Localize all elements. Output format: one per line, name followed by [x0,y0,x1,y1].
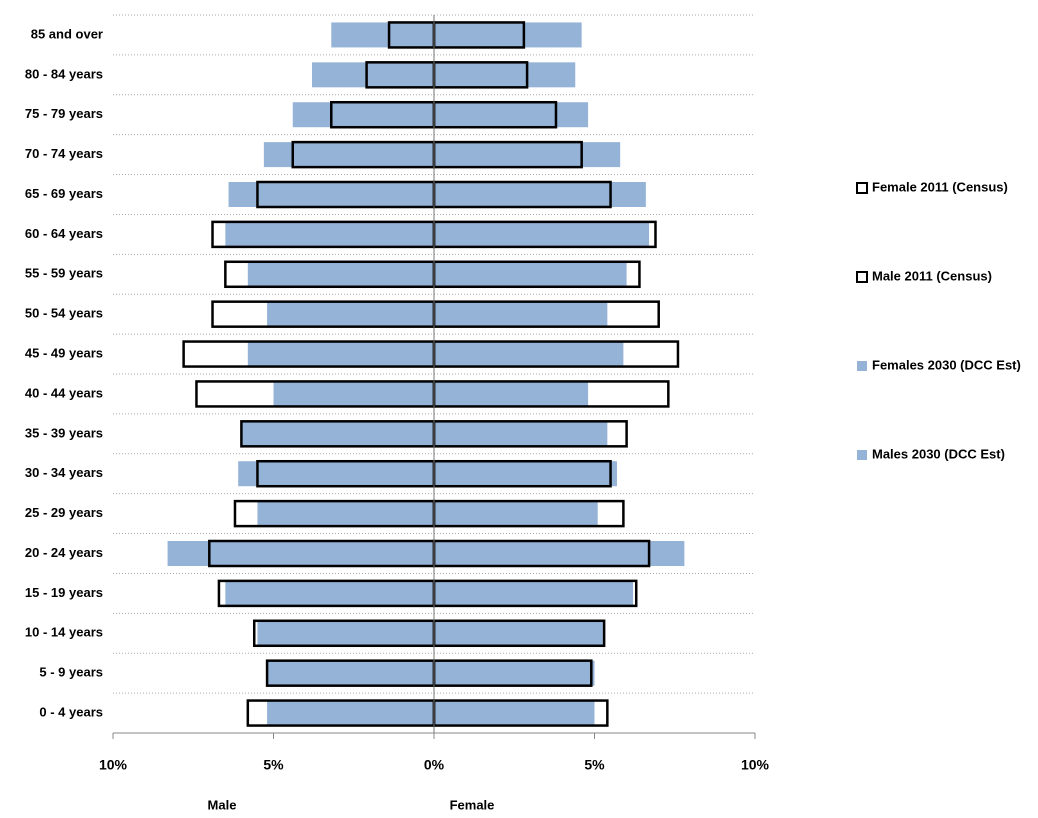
y-tick-label: 10 - 14 years [25,625,103,640]
bar [434,221,650,247]
y-tick-label: 80 - 84 years [25,66,103,81]
y-tick-label: 45 - 49 years [25,345,103,360]
legend-label: Females 2030 (DCC Est) [872,357,1021,372]
bar [312,62,434,88]
legend-marker [857,361,867,371]
bar [273,381,434,407]
y-tick-label: 5 - 9 years [39,665,103,680]
y-tick-label: 55 - 59 years [25,266,103,281]
bar [434,620,605,646]
legend-label: Males 2030 (DCC Est) [872,446,1005,461]
y-tick-label: 0 - 4 years [39,704,103,719]
bar [167,541,434,566]
bar [225,221,434,247]
y-tick-label: 40 - 44 years [25,385,103,400]
y-tick-label: 75 - 79 years [25,106,103,121]
bar [241,421,434,447]
y-tick-label: 85 and over [31,26,103,41]
y-tick-label: 60 - 64 years [25,226,103,241]
bar [434,261,627,287]
legend-marker [856,271,868,283]
left-axis-title: Male [208,797,237,812]
bar [434,341,624,367]
x-tick-label: 0% [424,757,445,773]
y-tick-label: 65 - 69 years [25,186,103,201]
bar [263,142,434,168]
bar [434,541,685,566]
y-tick-label: 25 - 29 years [25,505,103,520]
x-tick-label: 10% [99,757,128,773]
bar [434,102,589,128]
bar [434,381,589,407]
bar [434,461,617,487]
bar [434,142,621,168]
bar [434,501,598,527]
bar [257,620,434,646]
x-tick-label: 10% [741,757,770,773]
bar [331,22,434,48]
x-tick-label: 5% [263,757,284,773]
y-tick-label: 30 - 34 years [25,465,103,480]
legend-label: Female 2011 (Census) [872,179,1008,194]
bar [247,341,434,367]
bar [228,182,434,207]
bar [257,501,434,527]
right-axis-title: Female [450,797,495,812]
bar [434,182,646,207]
y-tick-label: 50 - 54 years [25,306,103,321]
bar [247,261,434,287]
bar [267,301,434,327]
bar [225,580,434,606]
bar [434,700,595,726]
bar [292,102,434,128]
y-tick-label: 35 - 39 years [25,425,103,440]
x-tick-label: 5% [584,757,605,773]
legend-marker [857,450,867,460]
bar [434,580,634,606]
legend-marker [856,182,868,194]
y-tick-label: 70 - 74 years [25,146,103,161]
bar [434,301,608,327]
legend-label: Male 2011 (Census) [872,268,992,283]
bar [434,22,582,48]
y-tick-label: 15 - 19 years [25,585,103,600]
bar [434,62,576,88]
y-tick-label: 20 - 24 years [25,545,103,560]
bar [434,421,608,447]
bar [238,461,434,487]
bar [267,700,434,726]
bar [434,660,595,686]
bar [267,660,434,686]
